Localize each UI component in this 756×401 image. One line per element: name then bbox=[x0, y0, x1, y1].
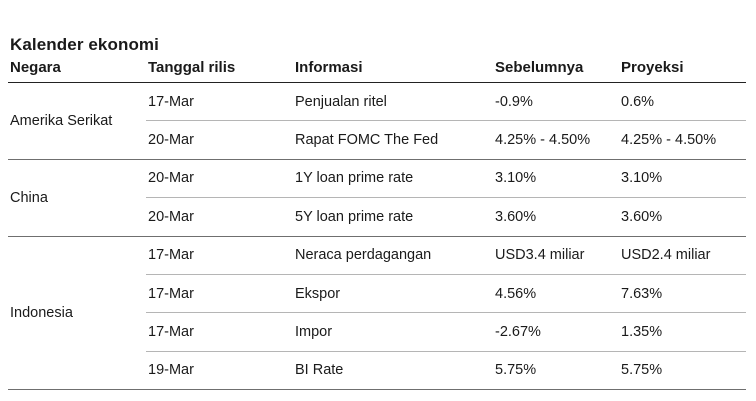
header-previous: Sebelumnya bbox=[495, 59, 584, 76]
projection-cell: 4.25% - 4.50% bbox=[621, 132, 717, 149]
header-projection: Proyeksi bbox=[621, 59, 684, 76]
previous-cell: -2.67% bbox=[495, 324, 541, 341]
table-row: Indonesia 17-Mar Neraca perdagangan USD3… bbox=[8, 236, 746, 391]
previous-cell: 4.25% - 4.50% bbox=[495, 132, 591, 149]
release-date-cell: 17-Mar bbox=[148, 324, 194, 341]
release-date-cell: 17-Mar bbox=[148, 285, 194, 302]
information-cell: 5Y loan prime rate bbox=[295, 208, 414, 225]
projection-cell: USD2.4 miliar bbox=[621, 247, 711, 264]
header-release-date: Tanggal rilis bbox=[148, 59, 236, 76]
previous-cell: -0.9% bbox=[495, 93, 533, 110]
table-row: 20-Mar Rapat FOMC The Fed 4.25% - 4.50% … bbox=[8, 121, 746, 160]
header-country: Negara bbox=[10, 59, 61, 76]
projection-cell: 3.10% bbox=[621, 170, 663, 187]
information-cell: Neraca perdagangan bbox=[295, 247, 432, 264]
information-cell: BI Rate bbox=[295, 362, 344, 379]
table-row: 17-Mar Impor -2.67% 1.35% bbox=[8, 313, 746, 352]
previous-cell: USD3.4 miliar bbox=[495, 247, 585, 264]
country-cell: China bbox=[8, 159, 146, 237]
information-cell: Impor bbox=[295, 324, 333, 341]
release-date-cell: 20-Mar bbox=[148, 132, 194, 149]
projection-cell: 1.35% bbox=[621, 324, 663, 341]
information-cell: Ekspor bbox=[295, 285, 341, 302]
table-header-row: Negara Tanggal rilis Informasi Sebelumny… bbox=[8, 59, 746, 83]
previous-cell: 3.60% bbox=[495, 208, 537, 225]
projection-cell: 7.63% bbox=[621, 285, 663, 302]
table-row: Amerika Serikat 17-Mar Penjualan ritel -… bbox=[8, 82, 746, 160]
projection-cell: 5.75% bbox=[621, 362, 663, 379]
table-row: 20-Mar 5Y loan prime rate 3.60% 3.60% bbox=[8, 198, 746, 237]
previous-cell: 4.56% bbox=[495, 285, 537, 302]
release-date-cell: 19-Mar bbox=[148, 362, 194, 379]
country-cell: Indonesia bbox=[8, 236, 146, 391]
release-date-cell: 17-Mar bbox=[148, 93, 194, 110]
table-row: China 20-Mar 1Y loan prime rate 3.10% 3.… bbox=[8, 159, 746, 237]
page-title: Kalender ekonomi bbox=[10, 35, 159, 54]
information-cell: 1Y loan prime rate bbox=[295, 170, 414, 187]
country-cell: Amerika Serikat bbox=[8, 82, 146, 160]
previous-cell: 3.10% bbox=[495, 170, 537, 187]
information-cell: Penjualan ritel bbox=[295, 93, 387, 110]
projection-cell: 3.60% bbox=[621, 208, 663, 225]
release-date-cell: 20-Mar bbox=[148, 208, 194, 225]
table-row: 17-Mar Ekspor 4.56% 7.63% bbox=[8, 274, 746, 313]
header-information: Informasi bbox=[295, 59, 363, 76]
release-date-cell: 20-Mar bbox=[148, 170, 194, 187]
release-date-cell: 17-Mar bbox=[148, 247, 194, 264]
table-row: 19-Mar BI Rate 5.75% 5.75% bbox=[8, 351, 746, 390]
previous-cell: 5.75% bbox=[495, 362, 537, 379]
information-cell: Rapat FOMC The Fed bbox=[295, 132, 439, 149]
economic-calendar-table: Negara Tanggal rilis Informasi Sebelumny… bbox=[8, 59, 746, 391]
projection-cell: 0.6% bbox=[621, 93, 655, 110]
